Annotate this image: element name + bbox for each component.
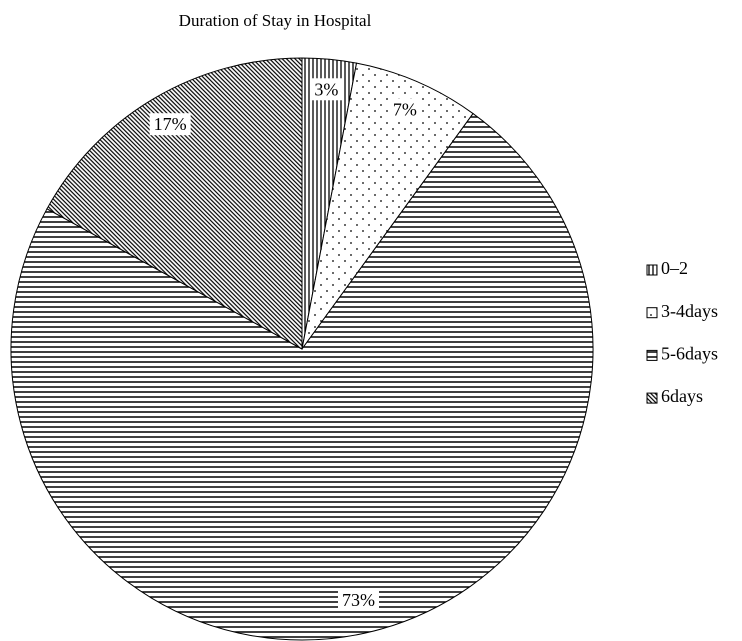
data-label: 3%: [314, 79, 338, 99]
pie-slice: [10, 112, 594, 641]
legend-label: 5-6days: [661, 344, 718, 364]
pie-slice: [301, 62, 474, 350]
data-label-bg: [310, 78, 343, 101]
data-label: 7%: [393, 99, 417, 119]
pie-slice: [46, 57, 303, 350]
data-label-bg: [337, 588, 379, 611]
data-label: 17%: [154, 114, 187, 134]
legend-label: 0–2: [661, 258, 688, 278]
legend-swatch: [646, 392, 658, 404]
legend-swatch: [646, 307, 658, 319]
data-label-bg: [149, 113, 191, 136]
data-label-bg: [388, 98, 421, 121]
legend-swatch: [646, 264, 658, 276]
legend-swatch: [646, 349, 658, 361]
data-label: 73%: [342, 590, 375, 610]
legend-label: 6days: [661, 386, 703, 406]
chart-title: Duration of Stay in Hospital: [179, 11, 372, 30]
legend-label: 3-4days: [661, 301, 718, 321]
